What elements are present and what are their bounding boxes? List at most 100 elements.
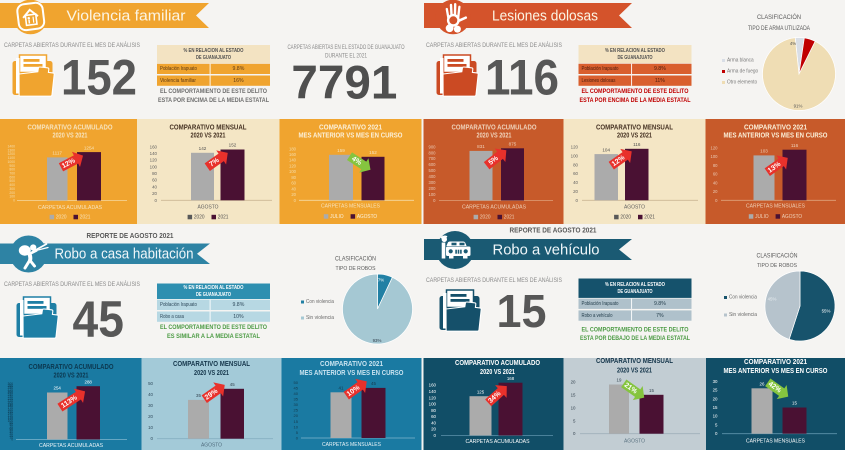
svg-text:80: 80: [431, 408, 436, 413]
svg-text:140: 140: [150, 151, 158, 156]
svg-text:0: 0: [11, 438, 13, 442]
svg-text:10: 10: [713, 414, 718, 419]
svg-text:20: 20: [9, 434, 13, 438]
svg-text:9.8%: 9.8%: [232, 302, 244, 308]
svg-text:152: 152: [61, 49, 137, 106]
svg-text:300: 300: [9, 187, 15, 191]
svg-text:2021: 2021: [80, 214, 91, 220]
svg-text:160: 160: [150, 144, 158, 149]
svg-text:70: 70: [9, 425, 13, 429]
svg-text:300: 300: [8, 382, 14, 386]
svg-text:Población Irapuato: Población Irapuato: [582, 66, 619, 72]
svg-text:120: 120: [289, 164, 297, 169]
svg-text:JULIO: JULIO: [755, 214, 769, 220]
svg-text:41: 41: [339, 386, 344, 391]
svg-text:2020 VS 2021: 2020 VS 2021: [191, 133, 226, 140]
svg-text:20: 20: [431, 427, 436, 432]
svg-text:93%: 93%: [373, 338, 382, 343]
svg-text:AGOSTO: AGOSTO: [201, 442, 222, 448]
svg-text:25: 25: [713, 388, 718, 393]
svg-text:CARPETAS ACUMULADAS: CARPETAS ACUMULADAS: [39, 443, 103, 449]
svg-text:100: 100: [429, 402, 437, 407]
svg-text:80: 80: [9, 423, 13, 427]
svg-text:4%: 4%: [350, 156, 363, 168]
svg-text:40: 40: [713, 180, 718, 185]
svg-text:Otro elemento: Otro elemento: [727, 80, 757, 86]
svg-text:160: 160: [429, 383, 437, 388]
svg-text:80: 80: [152, 171, 157, 176]
svg-text:9.8%: 9.8%: [654, 66, 666, 72]
svg-text:1200: 1200: [7, 152, 15, 156]
svg-text:MES ANTERIOR VS MES EN CURSO: MES ANTERIOR VS MES EN CURSO: [299, 133, 403, 140]
svg-text:20: 20: [573, 189, 578, 194]
svg-text:400: 400: [429, 174, 437, 179]
svg-text:116: 116: [485, 49, 559, 106]
svg-text:EL COMPORTAMIENTO DE ESTE DELI: EL COMPORTAMIENTO DE ESTE DELITO: [160, 88, 267, 95]
svg-text:288: 288: [85, 379, 93, 384]
svg-text:260: 260: [8, 389, 14, 393]
svg-text:152: 152: [369, 150, 377, 155]
svg-text:116: 116: [633, 142, 641, 147]
svg-text:40: 40: [152, 184, 157, 189]
svg-text:160: 160: [8, 408, 14, 412]
svg-text:60: 60: [573, 171, 578, 176]
svg-text:AGOSTO: AGOSTO: [782, 214, 802, 220]
svg-text:20: 20: [152, 191, 157, 196]
svg-text:Robo a casa: Robo a casa: [160, 314, 184, 320]
svg-text:40: 40: [148, 392, 153, 397]
svg-text:COMPARATIVO MENSUAL: COMPARATIVO MENSUAL: [170, 125, 248, 132]
svg-text:0: 0: [151, 436, 154, 441]
svg-text:600: 600: [9, 175, 15, 179]
svg-text:Población Irapuato: Población Irapuato: [160, 302, 197, 308]
svg-text:20: 20: [713, 396, 718, 401]
svg-text:500: 500: [9, 179, 15, 183]
svg-text:2020: 2020: [194, 214, 205, 220]
svg-text:ESTA POR DEBAJO DE LA MEDIA ES: ESTA POR DEBAJO DE LA MEDIA ESTATAL: [580, 335, 690, 342]
svg-text:MES ANTERIOR VS MES EN CURSO: MES ANTERIOR VS MES EN CURSO: [724, 368, 828, 375]
svg-text:100: 100: [711, 154, 719, 159]
svg-text:254: 254: [54, 386, 62, 391]
svg-text:% EN RELACION AL ESTADO: % EN RELACION AL ESTADO: [184, 285, 244, 291]
svg-text:2020 VS 2021: 2020 VS 2021: [480, 369, 515, 376]
svg-text:20: 20: [713, 189, 718, 194]
svg-text:240: 240: [8, 393, 14, 397]
svg-text:ESTA POR ENCIMA DE LA MEDIA E: ESTA POR ENCIMA DE LA MEDIA ESTATAL: [158, 97, 269, 104]
svg-text:140: 140: [289, 158, 297, 163]
svg-text:103: 103: [760, 149, 768, 154]
svg-text:50: 50: [9, 428, 13, 432]
svg-text:EL COMPORTAMIENTO DE ESTE DELI: EL COMPORTAMIENTO DE ESTE DELITO: [582, 327, 689, 334]
svg-text:26: 26: [760, 382, 765, 387]
svg-text:280: 280: [8, 386, 14, 390]
svg-text:CARPETAS ABIERTAS EN EL ESTADO: CARPETAS ABIERTAS EN EL ESTADO DE GUANAJ…: [288, 44, 405, 51]
svg-text:45: 45: [294, 385, 299, 390]
svg-text:700: 700: [9, 172, 15, 176]
svg-text:COMPARATIVO ACUMULADO: COMPARATIVO ACUMULADO: [29, 364, 114, 371]
svg-text:TIPO DE ROBOS: TIPO DE ROBOS: [757, 263, 797, 269]
svg-text:1300: 1300: [7, 148, 15, 152]
svg-text:CLASIFICACIÓN: CLASIFICACIÓN: [335, 254, 376, 263]
svg-text:7791: 7791: [291, 57, 397, 110]
svg-text:Violencia familiar: Violencia familiar: [160, 78, 196, 84]
svg-text:15: 15: [649, 388, 654, 393]
svg-text:142: 142: [199, 146, 207, 151]
svg-text:CARPETAS MENSUALES: CARPETAS MENSUALES: [322, 442, 381, 448]
svg-text:60: 60: [291, 181, 296, 186]
svg-text:100: 100: [571, 153, 579, 158]
svg-text:180: 180: [289, 146, 297, 151]
svg-text:1254: 1254: [84, 145, 95, 150]
svg-text:Robo a vehículo: Robo a vehículo: [493, 242, 600, 259]
svg-text:91%: 91%: [794, 104, 803, 109]
svg-text:2020 VS 2021: 2020 VS 2021: [617, 368, 652, 375]
svg-text:60: 60: [152, 178, 157, 183]
svg-text:45%: 45%: [768, 297, 777, 302]
svg-text:170: 170: [8, 406, 14, 410]
svg-text:1100: 1100: [8, 156, 15, 160]
svg-text:1400: 1400: [7, 145, 15, 149]
svg-text:45: 45: [371, 381, 376, 386]
svg-text:AGOSTO: AGOSTO: [624, 205, 645, 211]
svg-text:5: 5: [296, 430, 299, 435]
svg-text:100: 100: [150, 164, 158, 169]
svg-text:20: 20: [148, 414, 153, 419]
svg-text:40: 40: [294, 391, 299, 396]
svg-text:80: 80: [713, 163, 718, 168]
